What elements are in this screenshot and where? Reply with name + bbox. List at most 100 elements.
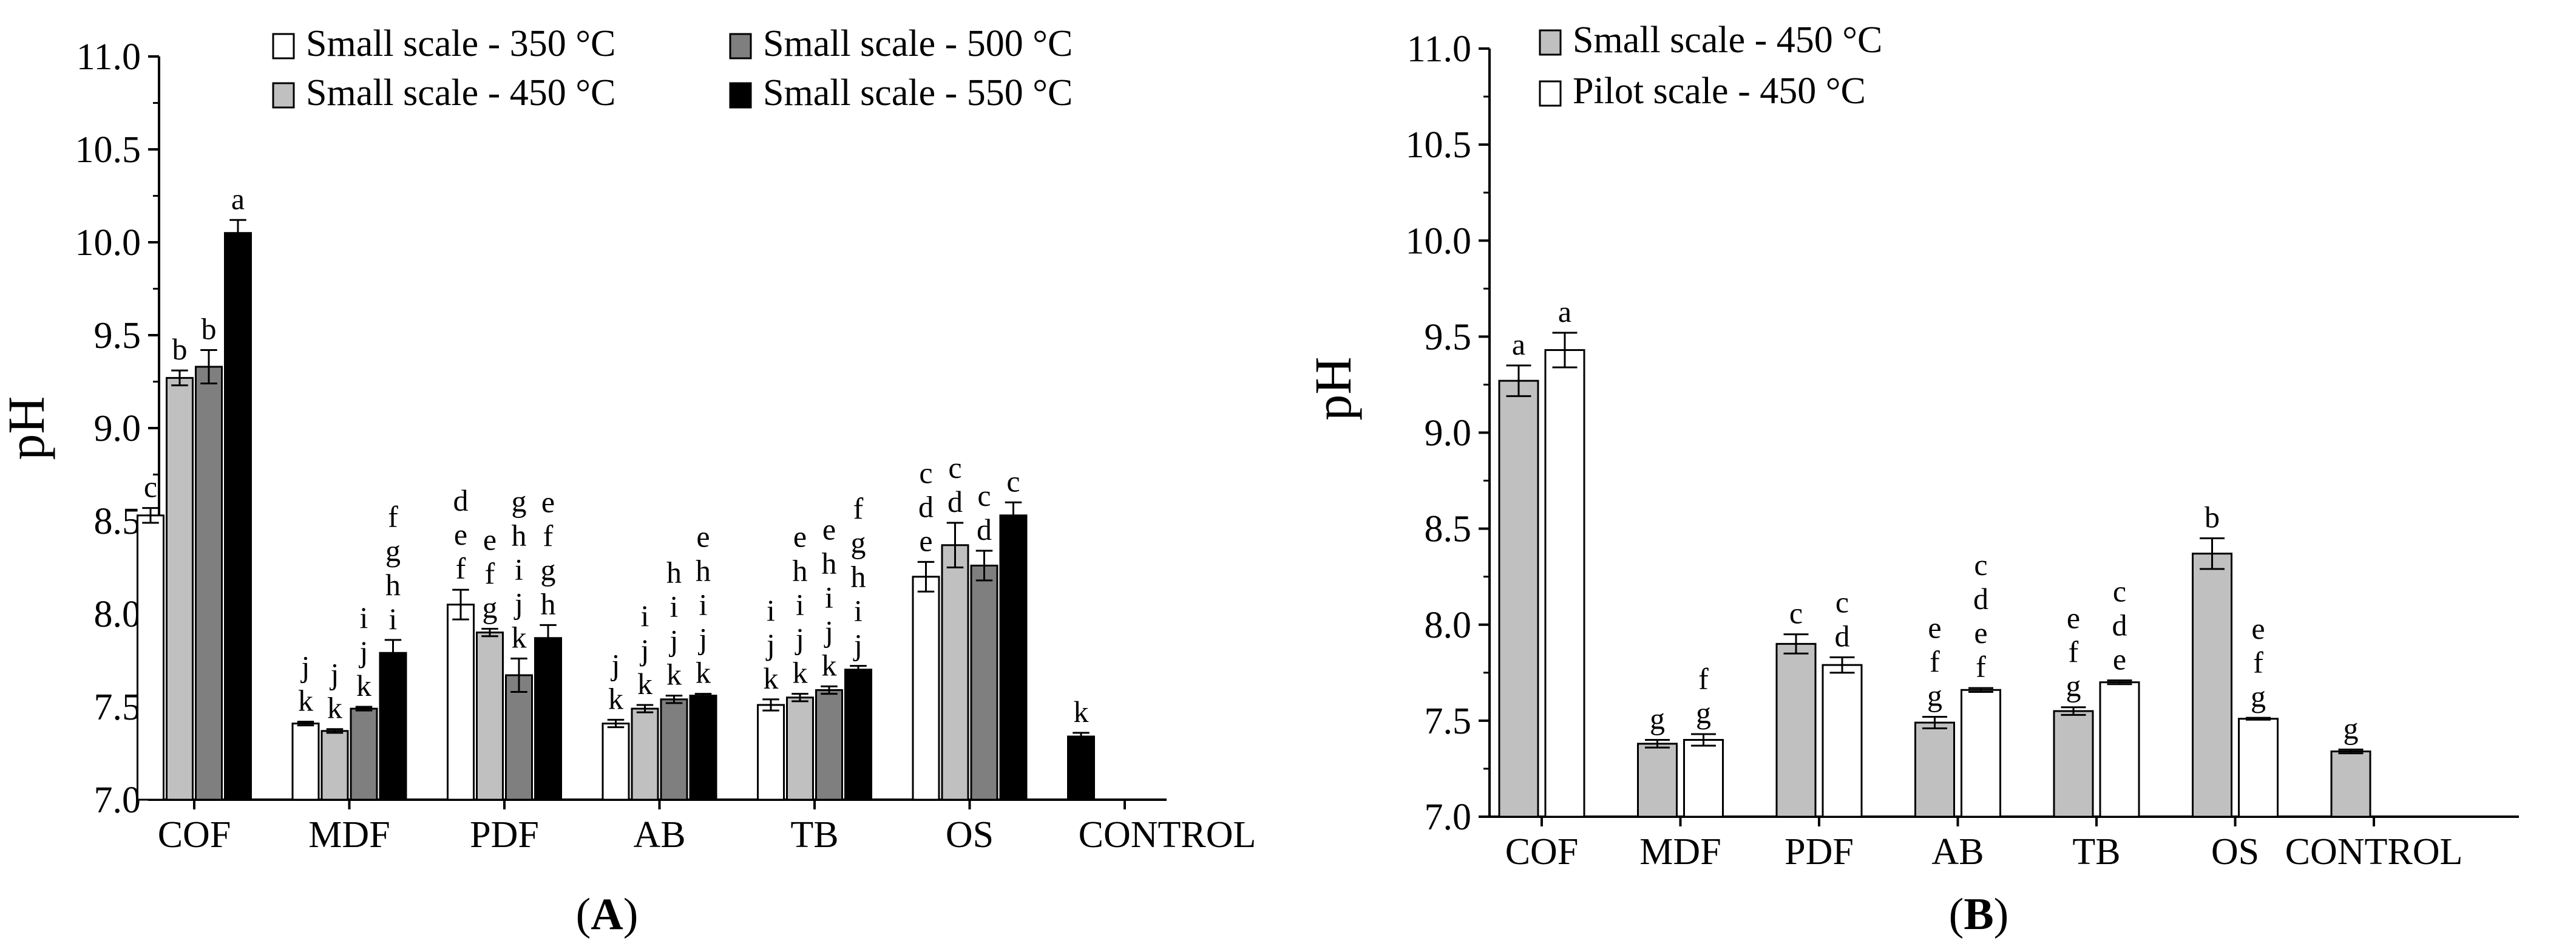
- bar-os-series-1: [2238, 718, 2279, 818]
- significance-letter: a: [231, 182, 245, 216]
- significance-letter: k: [512, 620, 527, 654]
- significance-letter: f: [456, 551, 466, 585]
- significance-letter: g: [2066, 669, 2081, 703]
- significance-letter: b: [172, 332, 188, 366]
- x-tick-label: MDF: [308, 814, 390, 856]
- significance-letter: k: [793, 656, 808, 690]
- legend-swatch: [729, 33, 752, 60]
- x-tick-label: CONTROL: [2285, 831, 2463, 873]
- significance-letter: e: [822, 512, 836, 546]
- significance-letter: g: [1927, 679, 1942, 713]
- legend-label: Small scale - 350 °C: [306, 23, 615, 64]
- bar-mdf-series-2: [350, 707, 378, 801]
- y-axis-title: pH: [1304, 356, 1362, 420]
- significance-letter: i: [699, 588, 708, 622]
- bar-os-series-1: [941, 544, 969, 801]
- legend-swatch: [272, 82, 295, 109]
- bar-ab-series-1: [631, 707, 659, 801]
- bar-cof-series-0: [137, 514, 164, 801]
- significance-letter: h: [512, 518, 527, 552]
- significance-letter: f: [2069, 635, 2079, 669]
- significance-letter: k: [327, 691, 342, 725]
- significance-letter: d: [947, 485, 963, 519]
- significance-letter: f: [2253, 645, 2263, 679]
- bar-cof-series-3: [224, 232, 252, 801]
- significance-letter: d: [1835, 619, 1850, 653]
- x-tick-label: OS: [946, 814, 994, 856]
- y-tick-label: 10.5: [1406, 124, 1472, 166]
- bar-tb-series-1: [786, 696, 814, 801]
- x-tick-label: AB: [1931, 831, 1984, 873]
- significance-letter: f: [853, 492, 864, 526]
- y-tick-label: 10.0: [75, 222, 141, 264]
- bar-mdf-series-0: [1637, 743, 1678, 818]
- significance-letter: j: [669, 624, 679, 658]
- significance-letter: g: [1650, 702, 1665, 736]
- y-tick-label: 9.5: [94, 315, 141, 356]
- significance-letter: j: [611, 647, 620, 681]
- significance-letter: c: [1974, 548, 1987, 582]
- y-tick-label: 8.5: [1425, 509, 1472, 550]
- significance-letter: j: [795, 622, 804, 656]
- significance-letter: i: [670, 590, 679, 624]
- panel-label: (B): [1949, 890, 2009, 939]
- significance-letter: k: [696, 656, 711, 690]
- bar-tb-series-0: [757, 704, 785, 801]
- bar-tb-series-0: [2053, 710, 2094, 818]
- significance-letter: c: [1006, 464, 1020, 498]
- y-tick-label: 9.0: [94, 408, 141, 449]
- legend-label: Small scale - 450 °C: [1573, 19, 1882, 61]
- significance-letter: d: [918, 489, 934, 523]
- x-tick-label: TB: [2072, 831, 2120, 873]
- significance-letter: c: [977, 478, 991, 512]
- legend-label: Pilot scale - 450 °C: [1573, 70, 1866, 112]
- significance-letter: e: [793, 520, 807, 554]
- legend-label: Small scale - 500 °C: [763, 23, 1073, 64]
- significance-letter: e: [2251, 611, 2265, 645]
- bar-ab-series-0: [1914, 721, 1955, 818]
- significance-letter: k: [637, 667, 652, 701]
- bar-os-series-0: [912, 576, 940, 801]
- y-tick-label: 8.5: [94, 501, 141, 542]
- significance-letter: i: [854, 594, 863, 628]
- y-tick-label: 10.0: [1406, 220, 1472, 262]
- significance-letter: j: [359, 635, 368, 669]
- x-tick-label: AB: [633, 814, 685, 856]
- significance-letter: k: [666, 658, 682, 692]
- legend-label: Small scale - 550 °C: [763, 72, 1073, 114]
- bar-pdf-series-0: [447, 604, 475, 801]
- bar-pdf-series-3: [534, 637, 562, 801]
- significance-letter: i: [767, 593, 775, 627]
- y-tick-label: 9.5: [1425, 316, 1472, 358]
- x-tick-label: MDF: [1639, 831, 1721, 873]
- significance-letter: g: [1696, 696, 1711, 730]
- y-tick-label: 11.0: [1407, 29, 1471, 70]
- bar-control-series-0: [2330, 750, 2371, 818]
- legend-swatch: [1539, 80, 1562, 107]
- y-tick-label: 9.0: [1425, 413, 1472, 454]
- significance-letter: c: [1835, 585, 1849, 619]
- significance-letter: k: [608, 681, 623, 715]
- significance-letter: b: [2205, 500, 2220, 534]
- significance-letter: g: [2344, 711, 2359, 745]
- significance-letter: f: [1930, 645, 1940, 679]
- bar-cof-series-1: [166, 376, 194, 801]
- significance-letter: i: [389, 602, 398, 636]
- y-tick-label: 11.0: [76, 36, 141, 78]
- bar-os-series-2: [970, 564, 998, 801]
- y-tick-label: 8.0: [1425, 605, 1472, 646]
- x-tick-label: COF: [158, 814, 231, 856]
- x-tick-label: PDF: [470, 814, 539, 856]
- significance-letter: i: [825, 580, 833, 614]
- significance-letter: k: [298, 683, 313, 717]
- significance-letter: f: [388, 500, 398, 534]
- significance-letter: c: [948, 451, 961, 485]
- significance-letter: i: [515, 552, 523, 586]
- significance-letter: k: [822, 648, 837, 682]
- significance-letter: c: [2113, 574, 2126, 608]
- legend-swatch: [272, 33, 295, 60]
- bar-ab-series-1: [1961, 689, 2001, 818]
- significance-letter: i: [360, 601, 368, 635]
- significance-letter: h: [541, 587, 556, 621]
